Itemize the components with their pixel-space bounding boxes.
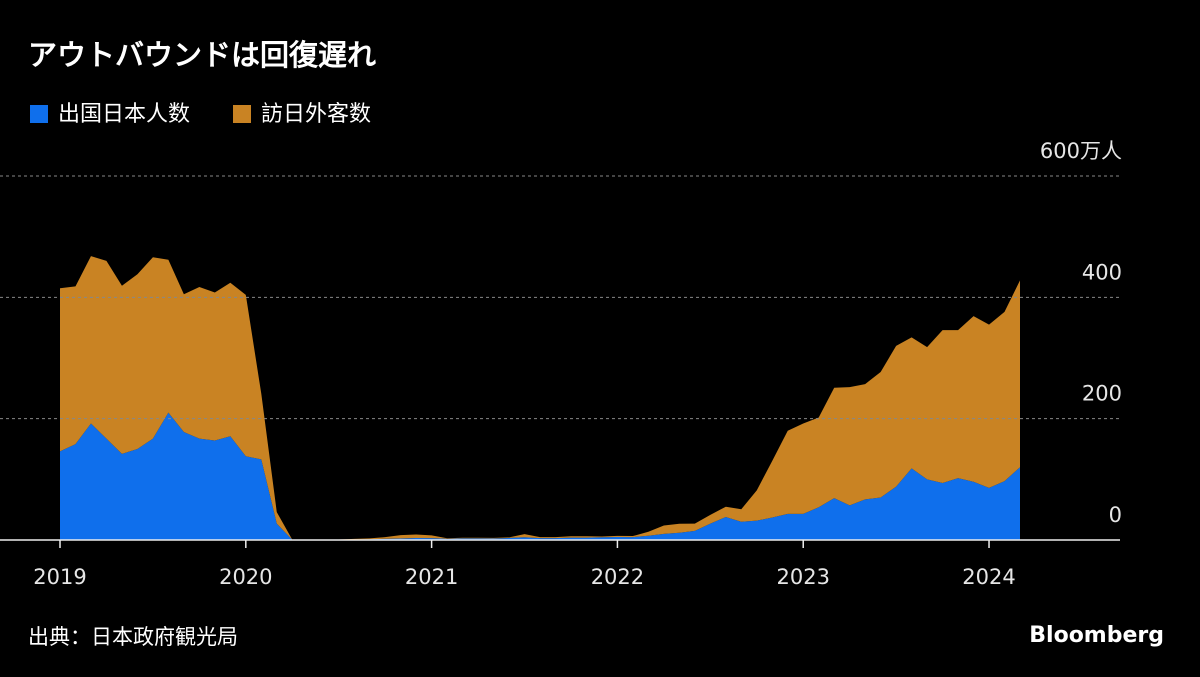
y-tick-label: 400 [1082,260,1122,284]
legend-swatch [233,105,251,123]
legend-label: 出国日本人数 [58,102,190,127]
x-tick-label: 2024 [962,565,1015,589]
x-tick-label: 2021 [405,565,458,589]
area [60,256,1020,540]
y-tick-label: 600万人 [1040,139,1122,163]
x-tick-label: 2019 [33,565,86,589]
x-tick-label: 2020 [219,565,272,589]
brand-logo: Bloomberg [1029,623,1164,648]
x-tick-label: 2022 [591,565,644,589]
chart-title: アウトバウンドは回復遅れ [28,38,376,72]
area [60,412,1020,540]
legend-label: 訪日外客数 [261,102,371,127]
source-note: 出典：日本政府観光局 [28,625,238,649]
legend-swatch [30,105,48,123]
y-tick-label: 0 [1109,503,1122,527]
x-tick-label: 2023 [776,565,829,589]
legend: 出国日本人数 訪日外客数 [30,102,371,127]
y-tick-label: 200 [1082,382,1122,406]
